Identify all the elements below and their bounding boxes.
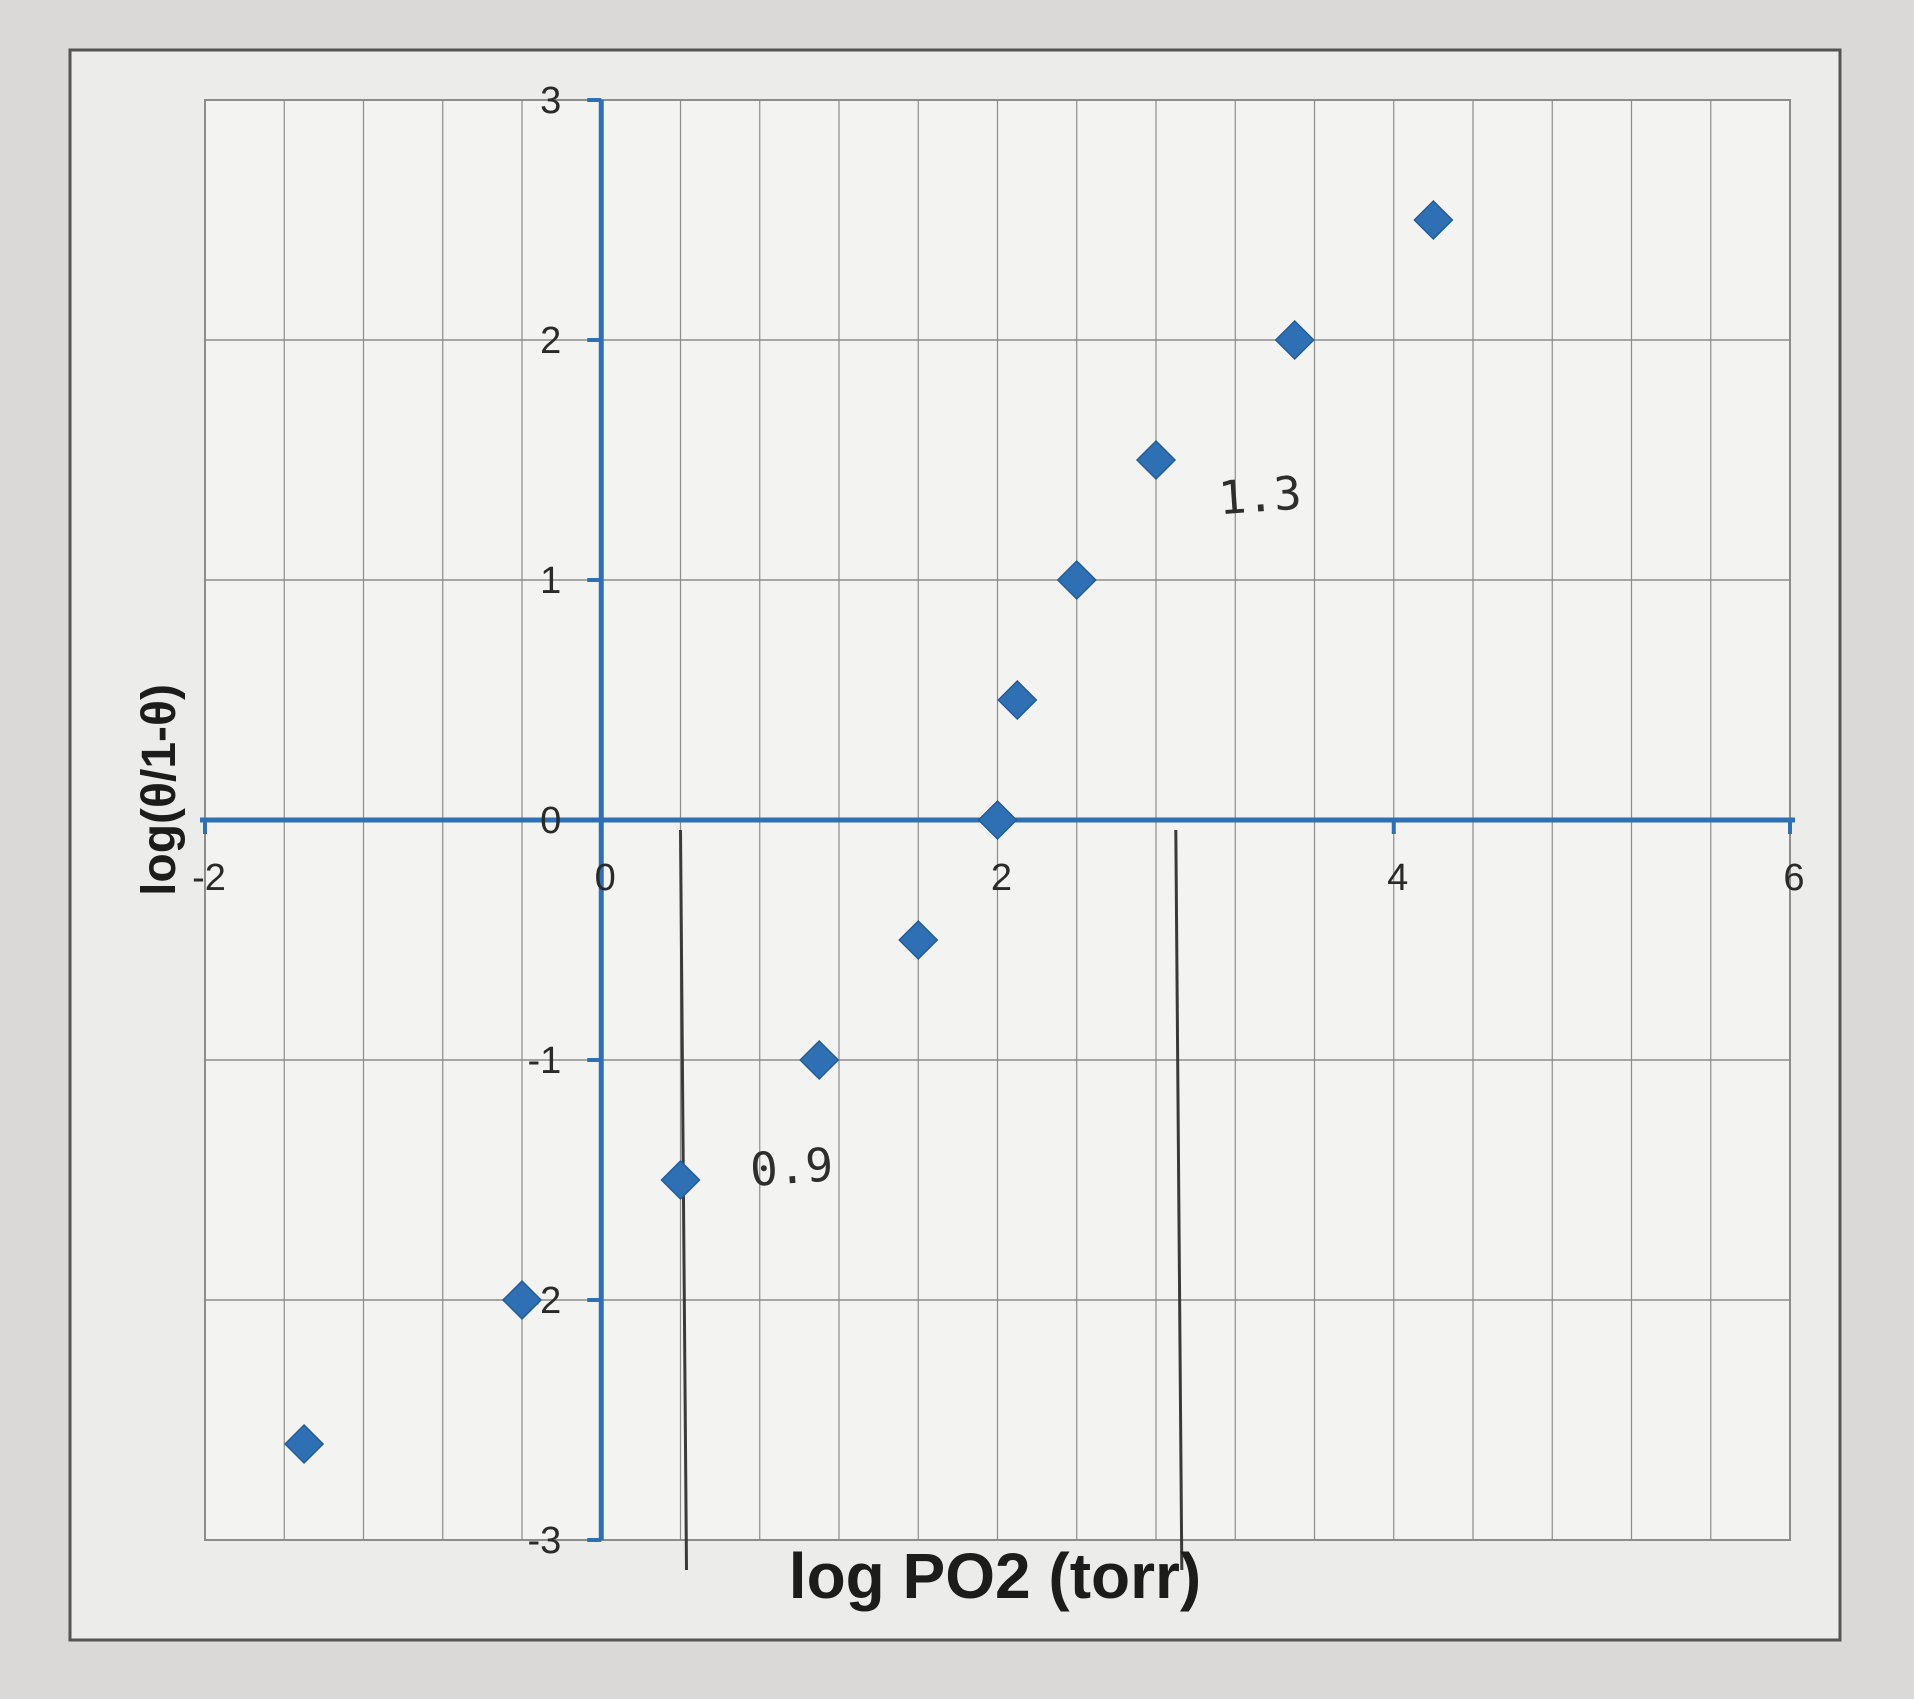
pencil-lines xyxy=(679,829,1184,1571)
data-point-marker xyxy=(997,679,1038,721)
data-point-marker xyxy=(1056,559,1097,601)
y-tick-label: 1 xyxy=(540,560,561,602)
x-tick-label: 4 xyxy=(1387,857,1408,899)
handwritten-annotations: 0.9 1.3 xyxy=(748,466,1303,1197)
x-tick-label: 6 xyxy=(1783,857,1804,899)
data-point-marker xyxy=(284,1423,325,1465)
annotation-label: 0.9 xyxy=(748,1137,835,1197)
data-point-marker xyxy=(660,1159,701,1201)
pencil-line xyxy=(1174,829,1184,1571)
data-point-marker xyxy=(1135,439,1177,481)
y-tick-label: 2 xyxy=(540,320,561,362)
annotation-label: 1.3 xyxy=(1217,466,1304,526)
x-axis-title: log PO2 (torr) xyxy=(789,1540,1201,1612)
y-tick-label: 3 xyxy=(540,80,561,122)
data-point-marker xyxy=(1413,199,1454,241)
data-point-marker xyxy=(501,1279,543,1321)
y-tick-label: -3 xyxy=(527,1520,561,1562)
data-point-marker xyxy=(898,919,939,961)
y-axis-title: log(θ/1-θ) xyxy=(133,684,186,896)
x-tick-label: 2 xyxy=(991,857,1012,899)
pencil-line xyxy=(679,829,688,1571)
data-points xyxy=(284,199,1454,1465)
data-point-marker xyxy=(799,1039,840,1081)
data-point-marker xyxy=(1274,319,1315,361)
data-point-marker xyxy=(977,799,1018,841)
x-tick-label: 0 xyxy=(595,857,616,899)
x-tick-label: -2 xyxy=(192,857,226,899)
y-tick-label: -1 xyxy=(527,1040,561,1082)
y-tick-label: 0 xyxy=(540,800,561,842)
